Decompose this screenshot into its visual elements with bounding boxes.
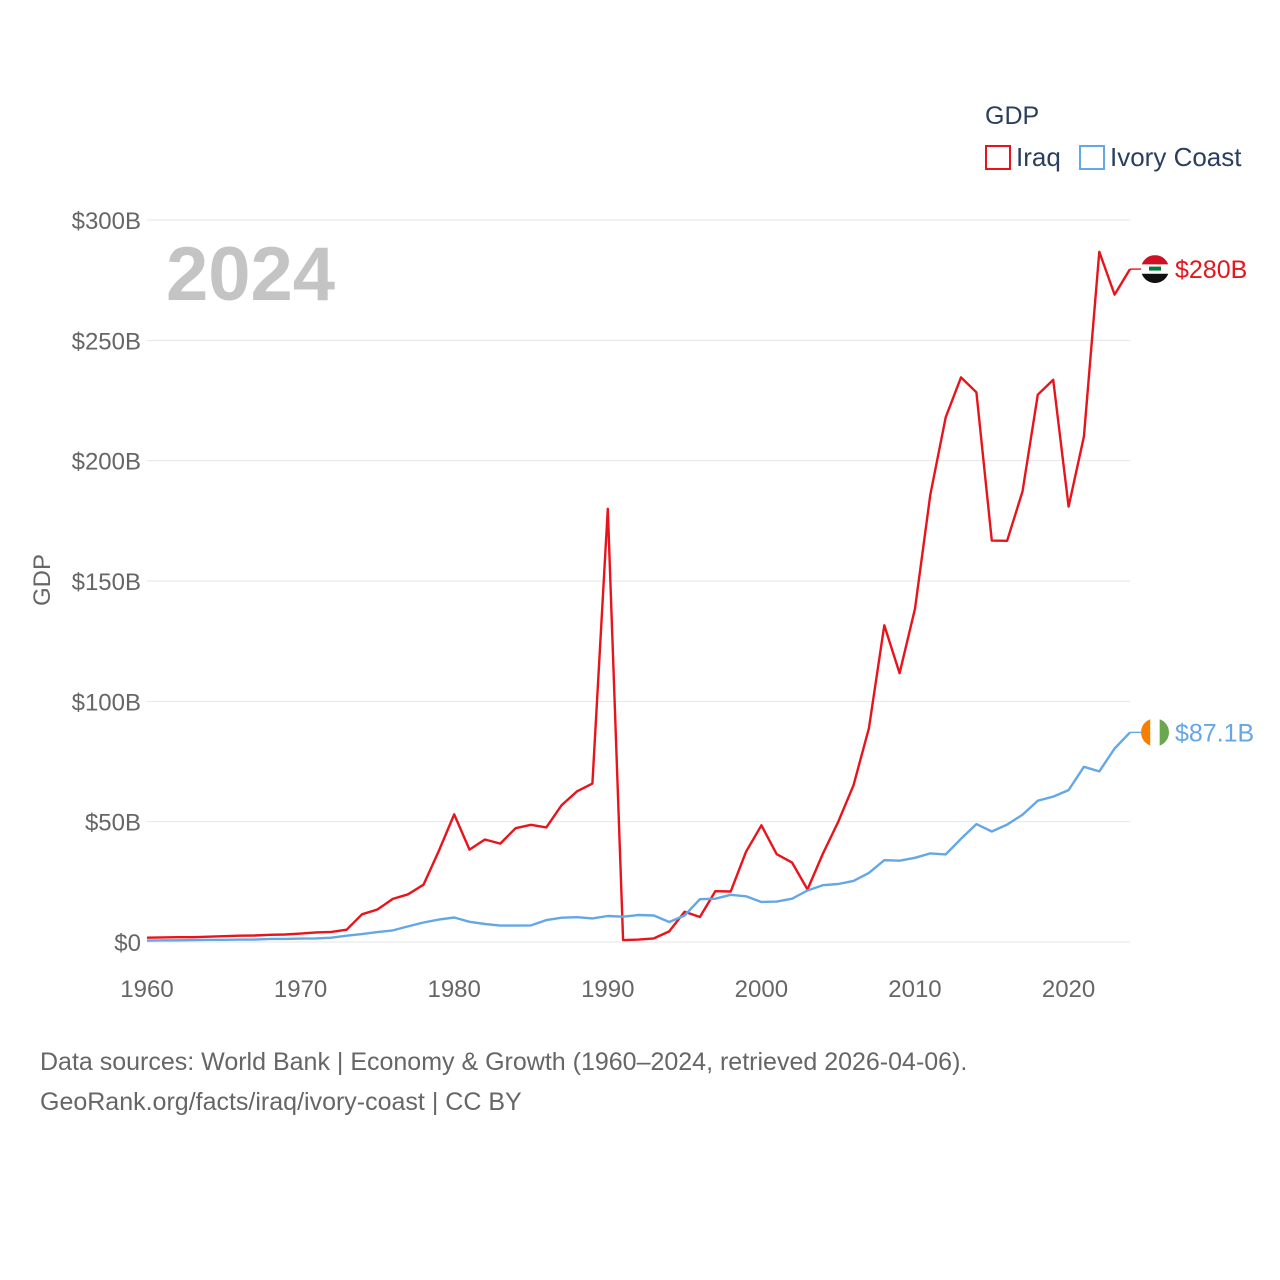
- year-label: 2024: [166, 232, 335, 317]
- y-axis-title: GDP: [29, 554, 56, 606]
- y-tick-300b: $300B: [72, 208, 141, 235]
- x-tick-1990: 1990: [581, 976, 634, 1003]
- legend-item-ivory-coast[interactable]: Ivory Coast: [1079, 142, 1242, 172]
- end-label-iraq: $280B: [1175, 256, 1247, 284]
- y-axis-ticks: $0 $50B $100B $150B $200B $250B $300B: [72, 208, 141, 957]
- x-tick-1970: 1970: [274, 976, 327, 1003]
- gdp-line-chart: 2024 $0 $50B $100B $150B $200B $250B $300B 196…: [29, 102, 1254, 1003]
- legend-title: GDP: [985, 102, 1039, 130]
- grid-lines: [147, 219, 1130, 943]
- end-label-ivory-coast: $87.1B: [1175, 719, 1254, 747]
- x-tick-1960: 1960: [120, 976, 173, 1003]
- y-tick-150b: $150B: [72, 569, 141, 596]
- y-tick-200b: $200B: [72, 449, 141, 476]
- legend-label-iraq: Iraq: [1016, 142, 1061, 172]
- legend-label-ivory-coast: Ivory Coast: [1110, 142, 1242, 172]
- y-tick-100b: $100B: [72, 689, 141, 716]
- x-axis-ticks: 1960 1970 1980 1990 2000 2010 2020: [120, 976, 1095, 1003]
- x-tick-2020: 2020: [1042, 976, 1095, 1003]
- series-lines: [146, 250, 1132, 942]
- legend-item-iraq[interactable]: Iraq: [985, 142, 1061, 172]
- legend-swatch-iraq: [985, 145, 1011, 170]
- x-tick-1980: 1980: [427, 976, 480, 1003]
- data-sources-text: Data sources: World Bank | Economy & Gro…: [40, 1048, 968, 1076]
- x-tick-2000: 2000: [735, 976, 788, 1003]
- series-line-iraq: [146, 250, 1132, 942]
- y-tick-0: $0: [114, 930, 141, 957]
- legend-swatch-ivory-coast: [1079, 145, 1105, 170]
- attribution-text: GeoRank.org/facts/iraq/ivory-coast | CC …: [40, 1088, 522, 1116]
- x-tick-2010: 2010: [888, 976, 941, 1003]
- ivory-coast-flag-icon: [1141, 718, 1169, 747]
- iraq-flag-icon: [1141, 255, 1169, 284]
- legend: GDP Iraq Ivory Coast: [985, 102, 1242, 172]
- y-tick-50b: $50B: [85, 810, 141, 837]
- y-tick-250b: $250B: [72, 328, 141, 355]
- footer: Data sources: World Bank | Economy & Gro…: [40, 1042, 967, 1122]
- series-line-ivory-coast: [146, 731, 1131, 942]
- series-end-labels: $280B $87.1B: [1130, 255, 1254, 747]
